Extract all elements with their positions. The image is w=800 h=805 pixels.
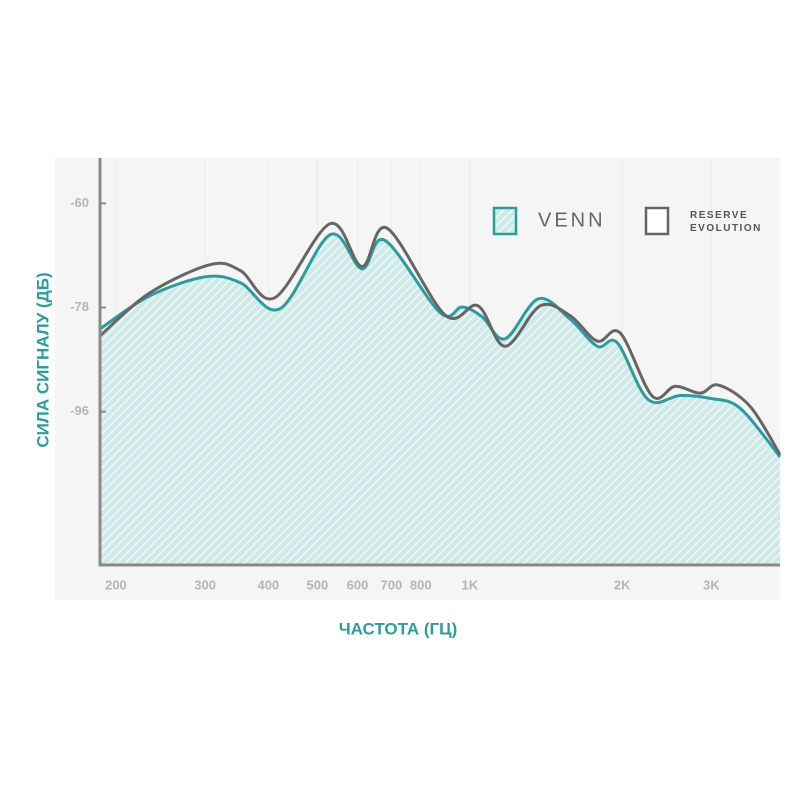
line [99,222,782,456]
y-tick-label: -96 [70,403,89,418]
area [100,233,780,566]
legend-swatch [492,206,518,236]
x-tick-label: 1K [461,577,478,592]
y-tick-label: -78 [70,299,89,314]
legend-label-display: RESERVE EVOLUTION [690,210,762,234]
x-tick-label: 3K [703,577,720,592]
legend-swatch [644,206,670,236]
x-tick-label: 200 [105,577,127,592]
legend-label: VENN [538,209,606,231]
x-tick-label: 500 [307,577,329,592]
x-axis-title: ЧАСТОТА (ГЦ) [339,619,458,638]
x-tick-label: 300 [194,577,216,592]
x-tick-label: 700 [381,577,403,592]
x-tick-label: 2K [614,577,631,592]
line [99,232,782,458]
y-axis-title: СИЛА СИГНАЛУ (ДБ) [33,272,52,447]
x-tick-label: 800 [410,577,432,592]
x-tick-label: 400 [257,577,279,592]
x-tick-label: 600 [347,577,369,592]
y-tick-label: -60 [70,195,89,210]
